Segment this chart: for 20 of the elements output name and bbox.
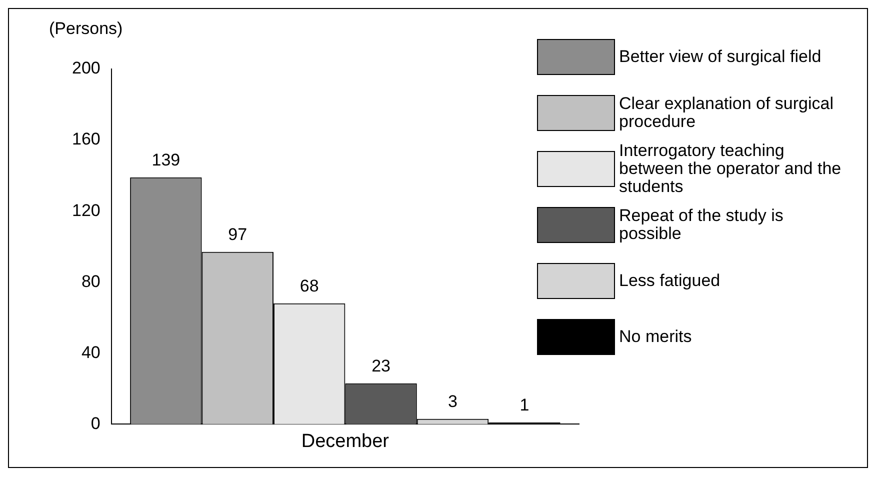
data-label: 1 bbox=[520, 396, 530, 415]
legend-label: Less fatigued bbox=[619, 271, 722, 290]
legend-label: Interrogatory teaching between the operator and the students bbox=[619, 141, 842, 196]
data-label: 68 bbox=[300, 276, 319, 296]
y-tick-label: 200 bbox=[72, 58, 100, 78]
data-label: 97 bbox=[228, 225, 248, 244]
y-tick-label: 40 bbox=[81, 342, 100, 362]
data-label: 23 bbox=[372, 356, 390, 376]
legend-label: Better view of surgical field bbox=[619, 47, 822, 66]
data-label: 3 bbox=[448, 392, 458, 412]
y-tick-label: 80 bbox=[81, 272, 100, 291]
y-tick-label: 160 bbox=[72, 130, 100, 149]
legend-label: Repeat of the study is possible bbox=[619, 206, 784, 243]
legend-label: Clear explanation of surgical procedure bbox=[619, 94, 835, 131]
y-tick-label: 120 bbox=[72, 200, 100, 220]
y-tick-label: 0 bbox=[90, 414, 100, 433]
data-label: 139 bbox=[152, 150, 180, 170]
x-tick-label: December bbox=[301, 430, 390, 452]
y-axis-title: (Persons) bbox=[49, 19, 123, 39]
legend-label: No merits bbox=[619, 327, 693, 346]
